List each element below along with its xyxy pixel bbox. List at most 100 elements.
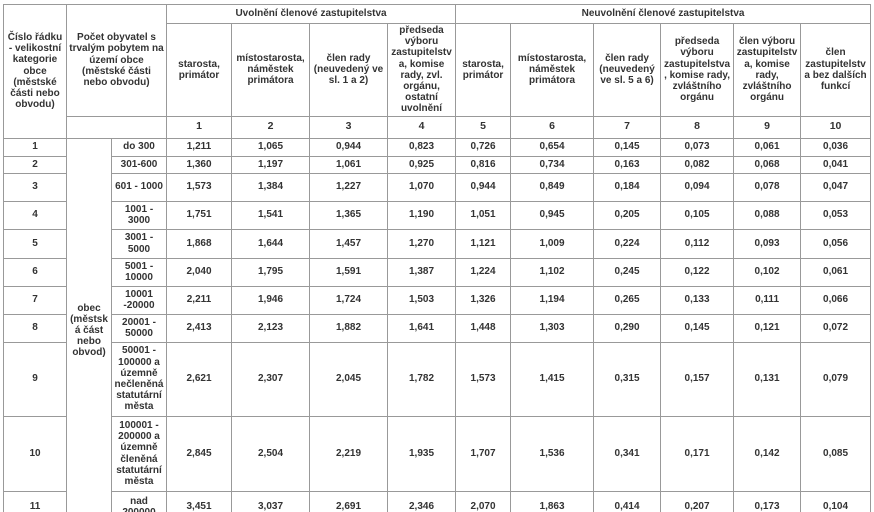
value-cell: 1,009 bbox=[510, 228, 595, 259]
value-cell: 0,173 bbox=[733, 490, 802, 512]
value-cell: 0,816 bbox=[455, 155, 512, 174]
value-cell: 0,944 bbox=[309, 137, 388, 157]
value-cell: 0,734 bbox=[510, 155, 595, 174]
column-number-1: 1 bbox=[166, 115, 232, 139]
value-cell: 0,157 bbox=[660, 341, 735, 417]
value-cell: 0,061 bbox=[800, 257, 872, 287]
value-cell: 1,573 bbox=[455, 341, 512, 417]
value-cell: 0,142 bbox=[733, 415, 802, 492]
municipality-type-cell: obec (městská část nebo obvod) bbox=[66, 137, 112, 512]
value-cell: 0,849 bbox=[510, 172, 595, 202]
row-number: 3 bbox=[3, 172, 67, 202]
value-cell: 1,065 bbox=[231, 137, 310, 157]
table-row: 10 100001 - 200000 a územně členěná stat… bbox=[3, 415, 872, 492]
value-cell: 1,863 bbox=[510, 490, 595, 512]
value-cell: 0,053 bbox=[800, 200, 872, 230]
column-number-5: 5 bbox=[455, 115, 512, 139]
value-cell: 0,925 bbox=[386, 155, 457, 174]
value-cell: 1,751 bbox=[166, 200, 232, 230]
table-row: 7 10001 -20000 2,211 1,946 1,724 1,503 1… bbox=[3, 285, 872, 315]
value-cell: 1,724 bbox=[309, 285, 388, 315]
value-cell: 1,782 bbox=[386, 341, 457, 417]
value-cell: 0,207 bbox=[660, 490, 735, 512]
column-title-3: člen rady (neuvedený ve sl. 1 a 2) bbox=[309, 23, 388, 117]
value-cell: 1,448 bbox=[455, 313, 512, 343]
header-group-row: Číslo řádku - velikostní kategorie obce … bbox=[3, 4, 872, 139]
value-cell: 1,415 bbox=[510, 341, 595, 417]
value-cell: 0,145 bbox=[660, 313, 735, 343]
value-cell: 1,384 bbox=[231, 172, 310, 202]
column-number-10: 10 bbox=[800, 115, 872, 139]
value-cell: 0,093 bbox=[733, 228, 802, 259]
value-cell: 2,070 bbox=[455, 490, 512, 512]
population-category: 50001 - 100000 a územně nečleněná statut… bbox=[111, 341, 167, 417]
value-cell: 0,047 bbox=[800, 172, 872, 202]
column-title-6: místostarosta, náměstek primátora bbox=[510, 23, 595, 117]
value-cell: 0,726 bbox=[455, 137, 512, 157]
row-number: 7 bbox=[3, 285, 67, 315]
value-cell: 0,056 bbox=[800, 228, 872, 259]
value-cell: 0,073 bbox=[660, 137, 735, 157]
value-cell: 0,290 bbox=[593, 313, 662, 343]
value-cell: 0,131 bbox=[733, 341, 802, 417]
value-cell: 0,944 bbox=[455, 172, 512, 202]
row-number: 6 bbox=[3, 257, 67, 287]
column-number-2: 2 bbox=[231, 115, 310, 139]
value-cell: 2,211 bbox=[166, 285, 232, 315]
value-cell: 1,051 bbox=[455, 200, 512, 230]
value-cell: 1,061 bbox=[309, 155, 388, 174]
header-number-row: 1 2 3 4 5 6 7 8 9 10 bbox=[4, 115, 872, 139]
value-cell: 0,036 bbox=[800, 137, 872, 157]
value-cell: 0,245 bbox=[593, 257, 662, 287]
value-cell: 0,088 bbox=[733, 200, 802, 230]
value-cell: 1,536 bbox=[510, 415, 595, 492]
value-cell: 0,102 bbox=[733, 257, 802, 287]
population-category: 1001 - 3000 bbox=[111, 200, 167, 230]
value-cell: 0,085 bbox=[800, 415, 872, 492]
population-category: 20001 - 50000 bbox=[111, 313, 167, 343]
value-cell: 0,079 bbox=[800, 341, 872, 417]
value-cell: 1,795 bbox=[231, 257, 310, 287]
population-category: 3001 - 5000 bbox=[111, 228, 167, 259]
value-cell: 0,163 bbox=[593, 155, 662, 174]
table-row: 4 1001 - 3000 1,751 1,541 1,365 1,190 1,… bbox=[3, 200, 872, 230]
population-category: nad 200000 bbox=[111, 490, 167, 512]
population-category: 5001 - 10000 bbox=[111, 257, 167, 287]
value-cell: 1,503 bbox=[386, 285, 457, 315]
empty-cell bbox=[66, 115, 167, 139]
value-cell: 1,935 bbox=[386, 415, 457, 492]
column-number-6: 6 bbox=[510, 115, 595, 139]
value-cell: 0,068 bbox=[733, 155, 802, 174]
value-cell: 2,045 bbox=[309, 341, 388, 417]
population-header-cell: Počet obyvatel s trvalým pobytem na územ… bbox=[66, 4, 167, 117]
value-cell: 1,194 bbox=[510, 285, 595, 315]
value-cell: 1,190 bbox=[386, 200, 457, 230]
value-cell: 0,041 bbox=[800, 155, 872, 174]
row-id-header-cell: Číslo řádku - velikostní kategorie obce … bbox=[3, 4, 67, 139]
value-cell: 1,541 bbox=[231, 200, 310, 230]
value-cell: 0,171 bbox=[660, 415, 735, 492]
column-title-7: člen rady (neuvedený ve sl. 5 a 6) bbox=[593, 23, 662, 117]
value-cell: 0,066 bbox=[800, 285, 872, 315]
value-cell: 1,224 bbox=[455, 257, 512, 287]
value-cell: 2,691 bbox=[309, 490, 388, 512]
row-number: 10 bbox=[3, 415, 67, 492]
table-row: 8 20001 - 50000 2,413 2,123 1,882 1,641 … bbox=[3, 313, 872, 343]
table-row: 2 301-600 1,360 1,197 1,061 0,925 0,816 … bbox=[3, 155, 872, 174]
column-title-2: místostarosta, náměstek primátora bbox=[231, 23, 310, 117]
value-cell: 1,387 bbox=[386, 257, 457, 287]
column-title-10: člen zastupitelstva bez dalších funkcí bbox=[800, 23, 872, 117]
value-cell: 2,307 bbox=[231, 341, 310, 417]
value-cell: 3,037 bbox=[231, 490, 310, 512]
table-row: 6 5001 - 10000 2,040 1,795 1,591 1,387 1… bbox=[3, 257, 872, 287]
value-cell: 1,946 bbox=[231, 285, 310, 315]
row-number: 1 bbox=[3, 137, 67, 157]
value-cell: 0,082 bbox=[660, 155, 735, 174]
value-cell: 0,205 bbox=[593, 200, 662, 230]
value-cell: 1,573 bbox=[166, 172, 232, 202]
value-cell: 0,945 bbox=[510, 200, 595, 230]
value-cell: 0,341 bbox=[593, 415, 662, 492]
population-category: 301-600 bbox=[111, 155, 167, 174]
value-cell: 2,040 bbox=[166, 257, 232, 287]
value-cell: 0,094 bbox=[660, 172, 735, 202]
